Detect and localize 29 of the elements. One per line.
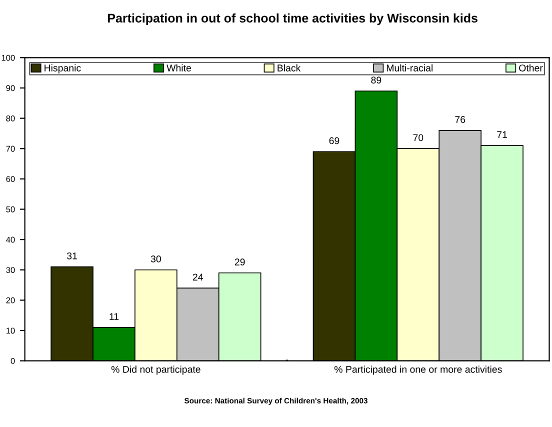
data-label: 89 xyxy=(371,76,382,84)
data-label: 76 xyxy=(455,116,466,123)
y-tick-label: 40 xyxy=(6,236,15,243)
y-tick-label: 0 xyxy=(10,358,15,364)
data-label: 71 xyxy=(497,131,507,138)
data-label: 31 xyxy=(67,252,77,260)
y-tick-label: 30 xyxy=(6,267,15,273)
legend-label: Other xyxy=(519,64,543,72)
data-label: 11 xyxy=(110,313,119,320)
y-tick-label: 90 xyxy=(6,85,15,92)
x-tick-label: % Participated in one or more activities xyxy=(334,366,502,375)
x-tick-label: % Did not participate xyxy=(111,366,200,375)
data-label: 30 xyxy=(150,256,161,262)
chart-title: Participation in out of school time activities by Wisconsin kids xyxy=(108,13,478,26)
y-tick-label: 70 xyxy=(6,146,15,152)
data-label: 24 xyxy=(192,274,204,280)
y-tick-label: 20 xyxy=(6,297,15,304)
legend-label: Black xyxy=(278,64,301,72)
legend-label: White xyxy=(166,64,191,72)
y-tick-label: 10 xyxy=(6,328,15,334)
y-tick-label: 100 xyxy=(2,54,15,61)
y-tick-label: 60 xyxy=(6,176,15,182)
y-tick-label: 80 xyxy=(6,115,15,122)
data-label: 70 xyxy=(413,134,424,142)
legend-label: Multi-racial xyxy=(386,64,432,72)
data-label: 69 xyxy=(329,137,340,144)
y-tick-label: 50 xyxy=(6,206,15,212)
data-label: 29 xyxy=(234,258,245,266)
legend-label: Hispanic xyxy=(44,64,81,74)
